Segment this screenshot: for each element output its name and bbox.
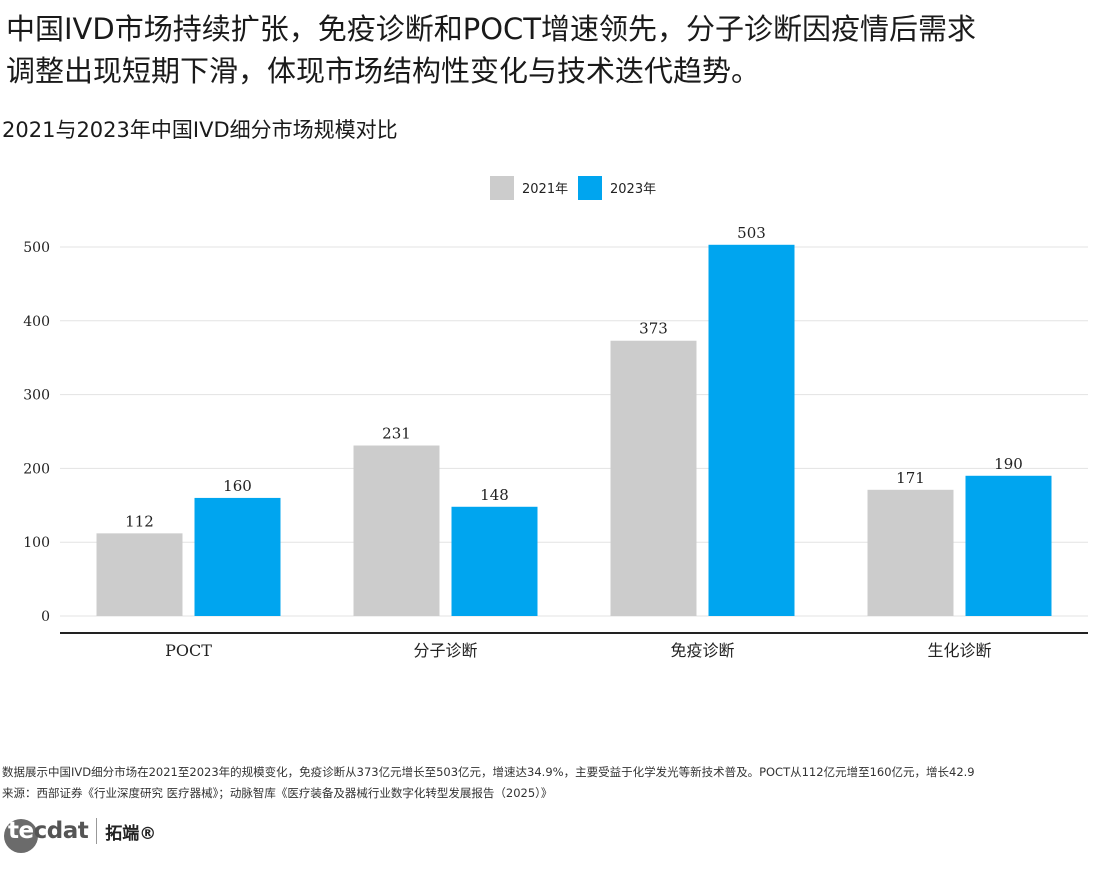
bar-2021: [610, 340, 697, 616]
y-tick-label: 0: [41, 609, 50, 625]
data-label: 503: [737, 224, 766, 242]
data-label: 112: [125, 512, 154, 530]
y-tick-label: 100: [23, 535, 50, 551]
brand-logo: tecdat 拓端®: [4, 813, 157, 853]
data-label: 190: [994, 455, 1023, 473]
logo-wordmark: tecdat: [4, 818, 89, 844]
chart-note: 数据展示中国IVD细分市场在2021至2023年的规模变化，免疫诊断从373亿元…: [2, 765, 975, 779]
bar-2021: [867, 489, 954, 616]
logo-circle-icon: [4, 819, 38, 853]
legend-label: 2021年: [522, 182, 568, 197]
x-tick-label: 免疫诊断: [670, 641, 734, 660]
bar-2023: [194, 497, 281, 616]
legend-label: 2023年: [610, 182, 656, 197]
data-label: 148: [480, 486, 509, 504]
logo-wordmark-part1: te: [8, 818, 34, 844]
logo-divider: [96, 818, 98, 844]
y-tick-label: 400: [23, 314, 50, 330]
data-label: 171: [896, 469, 925, 487]
y-tick-label: 300: [23, 388, 50, 404]
bar-2021: [96, 533, 183, 616]
bar-2023: [965, 475, 1052, 616]
y-tick-label: 500: [23, 240, 50, 256]
headline: 中国IVD市场持续扩张，免疫诊断和POCT增速领先，分子诊断因疫情后需求 调整出…: [6, 12, 977, 88]
data-label: 231: [382, 425, 411, 443]
x-tick-label: 生化诊断: [927, 641, 991, 660]
bar-2023: [451, 506, 538, 616]
data-label: 160: [223, 477, 252, 495]
logo-wordmark-part2: cdat: [33, 818, 89, 844]
x-tick-label: 分子诊断: [413, 641, 477, 660]
bar-2023: [708, 244, 795, 616]
chart-source: 来源：西部证券《行业深度研究 医疗器械》；动脉智库《医疗装备及器械行业数字化转型…: [2, 786, 553, 800]
legend-swatch: [490, 176, 514, 200]
x-tick-label: POCT: [165, 641, 212, 660]
bar-2021: [353, 445, 440, 616]
legend-swatch: [578, 176, 602, 200]
data-label: 373: [639, 320, 668, 338]
logo-chinese-name: 拓端®: [105, 823, 157, 844]
bar-chart: 0 100 200 300 400 500 112 160 POCT 231 148 分子诊断 373 5…: [23, 176, 1088, 660]
chart-subtitle: 2021与2023年中国IVD细分市场规模对比: [2, 118, 398, 142]
y-tick-label: 200: [23, 461, 50, 477]
